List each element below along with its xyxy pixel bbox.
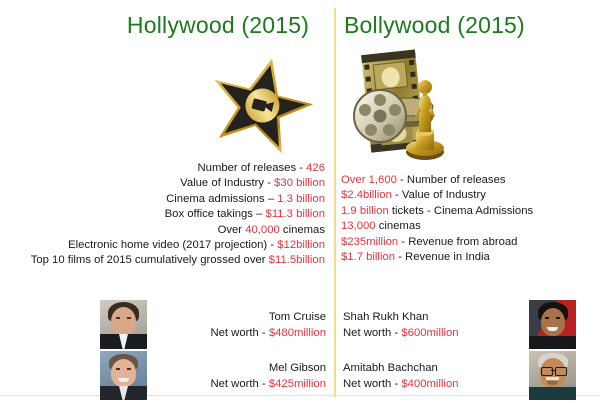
stat-value: $12billion xyxy=(277,239,325,252)
tom-cruise-photo xyxy=(100,300,147,349)
celebrity-networth: Net worth - $600million xyxy=(343,325,521,341)
stat-label: tickets - Cinema Admissions xyxy=(388,204,534,217)
gold-film-reel-oscar-statuette-icon xyxy=(346,44,464,160)
stat-label: Value of Industry - xyxy=(180,177,275,190)
stat-label: Over xyxy=(217,223,246,236)
stat-label: Top 10 films of 2015 cumulatively grosse… xyxy=(30,254,269,267)
amitabh-bachchan-photo xyxy=(529,351,576,400)
stat-row: Box office takings – $11.3 billion xyxy=(20,207,325,222)
stat-value: $11.5billion xyxy=(268,254,325,267)
stat-value: 40,000 xyxy=(245,223,280,236)
stat-row: 1.9 billion tickets - Cinema Admissions xyxy=(341,204,596,219)
stats-list-hollywood: Number of releases - 426 Value of Indust… xyxy=(20,161,325,269)
celebrity-networth: Net worth - $480million xyxy=(155,325,326,341)
stat-row: Electronic home video (2017 projection) … xyxy=(20,238,325,253)
mel-gibson-photo xyxy=(100,351,147,400)
celebrity-name: Amitabh Bachchan xyxy=(343,362,438,374)
stat-row: 13,000 cinemas xyxy=(341,219,596,234)
networth-value: $600million xyxy=(401,327,459,339)
networth-label: Net worth - xyxy=(210,378,269,390)
stat-row: Cinema admissions – 1.3 billion xyxy=(20,192,325,207)
stat-label: Cinema admissions – xyxy=(166,192,278,205)
stat-value: Over 1,600 xyxy=(341,174,397,186)
celebrity-info: Mel Gibson Net worth - $425million xyxy=(155,360,326,392)
page-title-hollywood: Hollywood (2015) xyxy=(126,12,310,38)
black-gold-star-movie-camera-icon xyxy=(196,52,324,158)
networth-value: $480million xyxy=(268,327,326,339)
stats-list-bollywood: Over 1,600 - Number of releases $2.4bill… xyxy=(341,173,596,265)
stat-row: Value of Industry - $30 billion xyxy=(20,176,325,191)
networth-label: Net worth - xyxy=(210,327,269,339)
stat-value: 1.9 billion xyxy=(341,204,389,217)
networth-label: Net worth - xyxy=(343,378,402,390)
page-title-bollywood: Bollywood (2015) xyxy=(344,12,525,38)
bottom-rule xyxy=(0,395,600,396)
stat-value: $1.7 billion xyxy=(341,251,396,264)
stat-label: - Value of Industry xyxy=(391,189,486,202)
celebrity-info: Tom Cruise Net worth - $480million xyxy=(155,309,326,341)
stat-label: Number of releases - xyxy=(197,162,307,174)
stat-label: cinemas xyxy=(375,220,421,233)
stat-label: Box office takings – xyxy=(164,208,266,221)
celebrity-info: Shah Rukh Khan Net worth - $600million xyxy=(343,309,521,341)
stat-value: $2.4billion xyxy=(341,189,392,202)
stat-value: $11.3 billion xyxy=(265,208,325,221)
networth-value: $425million xyxy=(268,378,326,390)
networth-value: $400million xyxy=(401,378,459,390)
shah-rukh-khan-photo xyxy=(529,300,576,349)
stat-value: 426 xyxy=(306,162,325,174)
column-divider xyxy=(334,8,336,397)
celebrity-networth: Net worth - $425million xyxy=(155,376,326,392)
stat-label: Electronic home video (2017 projection) … xyxy=(68,239,278,252)
stat-tail: cinemas xyxy=(279,223,325,236)
celebrity-name: Mel Gibson xyxy=(268,362,326,374)
stat-row: $235million - Revenue from abroad xyxy=(341,235,596,250)
stat-label: - Number of releases xyxy=(396,174,506,186)
stat-value: $235million xyxy=(341,235,399,248)
stat-row: Over 40,000 cinemas xyxy=(20,223,325,238)
celebrity-networth: Net worth - $400million xyxy=(343,376,521,392)
stat-row: Number of releases - 426 xyxy=(20,161,325,176)
celebrity-name: Shah Rukh Khan xyxy=(343,311,429,323)
stat-row: $2.4billion - Value of Industry xyxy=(341,188,596,203)
celebrity-name: Tom Cruise xyxy=(268,311,326,323)
networth-label: Net worth - xyxy=(343,327,402,339)
stat-label: - Revenue in India xyxy=(395,251,490,264)
stat-row: Top 10 films of 2015 cumulatively grosse… xyxy=(20,253,325,268)
stat-value: 13,000 xyxy=(341,220,376,233)
stat-label: - Revenue from abroad xyxy=(398,235,518,248)
stat-row: $1.7 billion - Revenue in India xyxy=(341,250,596,265)
celebrity-info: Amitabh Bachchan Net worth - $400million xyxy=(343,360,521,392)
stat-value: $30 billion xyxy=(274,177,325,190)
stat-value: 1.3 billion xyxy=(277,192,325,205)
stat-row: Over 1,600 - Number of releases xyxy=(341,173,596,188)
